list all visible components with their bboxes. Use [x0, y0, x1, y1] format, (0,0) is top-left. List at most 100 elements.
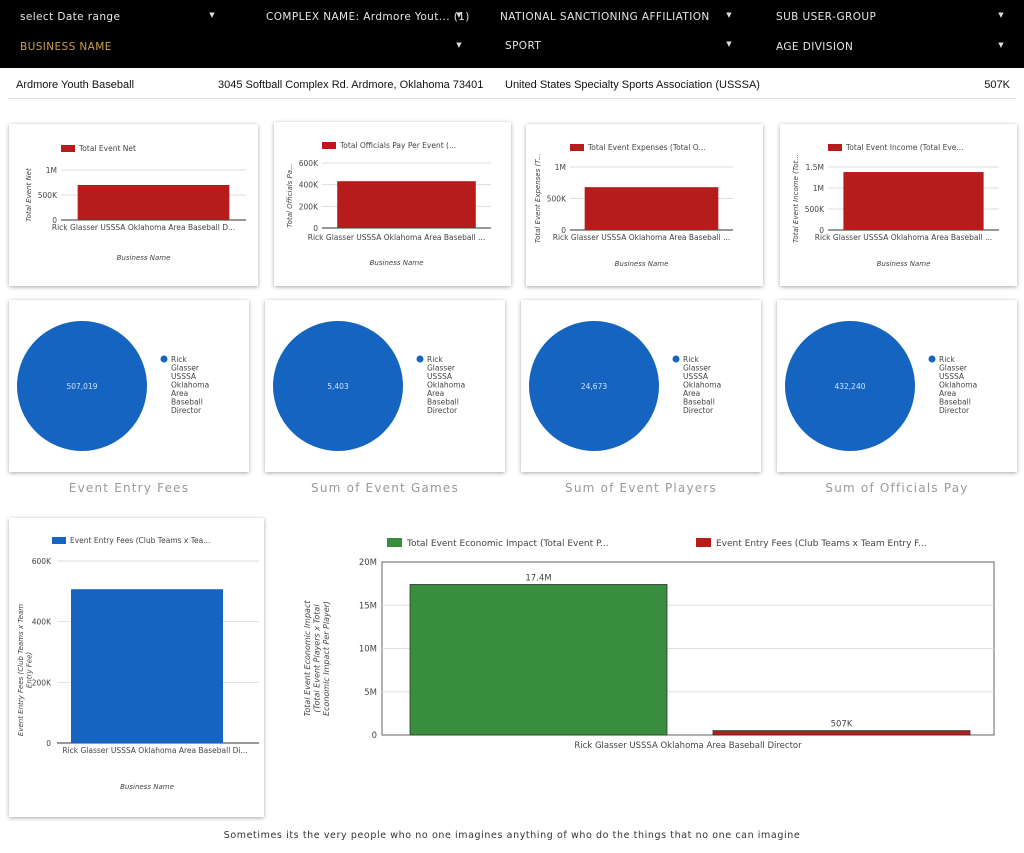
y-axis-title: Total Officials Pa...: [286, 163, 294, 228]
y-tick-label: 1.5M: [806, 163, 824, 172]
sub-user-group-filter[interactable]: SUB USER-GROUP ▼: [776, 11, 1004, 29]
pie-title-officials-pay: Sum of Officials Pay: [825, 481, 969, 495]
officials-pay-chart: Total Officials Pay Per Event (... 600K 40…: [286, 141, 491, 267]
x-tick-label: Rick Glasser USSSA Oklahoma Area Basebal…: [553, 233, 730, 242]
legend-label: Total Event Income (Total Eve...: [845, 143, 964, 152]
sub-user-group-label: SUB USER-GROUP: [776, 11, 877, 23]
legend-swatch-entry: [696, 538, 711, 547]
chevron-down-icon: ▼: [726, 40, 732, 48]
pie-title-event-games: Sum of Event Games: [311, 481, 459, 495]
legend-label: Rick Glasser USSSA Oklahoma Area Baseball Dire…: [427, 355, 465, 415]
y-tick-label: 200K: [32, 678, 52, 687]
pie-slice: [17, 321, 147, 451]
officials-pay-pie-card: 432,240 Rick Glasser USSSA Oklahoma Area Baseb…: [777, 300, 1017, 472]
officials-pay-pie: 432,240 Rick Glasser USSSA Oklahoma Area Baseb…: [785, 321, 977, 451]
legend-label: Total Event Net: [78, 144, 136, 153]
event-expenses-card: Total Event Expenses (Total O... 1M 500K 0 R…: [526, 124, 763, 286]
y-tick-label: 400K: [32, 618, 52, 627]
legend-swatch: [61, 145, 75, 152]
pie-value-label: 507,019: [66, 382, 97, 391]
chevron-down-icon: ▼: [456, 41, 462, 49]
y-tick-label: 0: [561, 226, 566, 235]
y-tick-label: 10M: [359, 645, 377, 655]
y-tick-label: 0: [372, 731, 377, 741]
y-tick-label: 200K: [299, 202, 319, 211]
x-tick-label: Rick Glasser USSSA Oklahoma Area Basebal…: [815, 233, 992, 242]
chevron-down-icon: ▼: [998, 41, 1004, 49]
bar: [584, 187, 719, 230]
pie-title-event-players: Sum of Event Players: [565, 481, 717, 495]
y-tick-label: 1M: [555, 163, 566, 172]
data-label: 17.4M: [525, 573, 551, 583]
event-players-pie: 24,673 Rick Glasser USSSA Oklahoma Area Baseba…: [529, 321, 721, 451]
entry-fees-pie-card: 507,019 Rick Glasser USSSA Oklahoma Area Baseb…: [9, 300, 249, 472]
bar: [71, 589, 223, 743]
x-tick-label: Rick Glasser USSSA Oklahoma Area Basebal…: [574, 741, 802, 751]
bar: [409, 584, 668, 736]
complex-name-filter[interactable]: COMPLEX NAME: Ardmore Yout... (1) ▼: [266, 11, 469, 29]
sport-label: SPORT: [505, 40, 542, 52]
legend-dot: [928, 355, 936, 363]
y-tick-label: 0: [313, 224, 318, 233]
total-value: 507K: [984, 79, 1010, 91]
age-division-label: AGE DIVISION: [776, 41, 854, 53]
legend-swatch: [322, 142, 336, 149]
y-tick-label: 20M: [359, 558, 377, 568]
bar: [77, 185, 230, 220]
x-axis-title: Business Name: [117, 254, 171, 262]
event-income-card: Total Event Income (Total Eve... 1.5M 1M 50…: [780, 124, 1017, 286]
pie-value-label: 432,240: [834, 382, 865, 391]
x-tick-label: Rick Glasser USSSA Oklahoma Area Basebal…: [62, 746, 247, 755]
legend-swatch: [52, 537, 66, 544]
y-tick-label: 600K: [32, 557, 52, 566]
info-bar: Ardmore Youth Baseball 3045 Softball Com…: [8, 72, 1016, 99]
date-range-filter[interactable]: select Date range ▼: [20, 11, 215, 29]
complex-address: 3045 Softball Complex Rd. Ardmore, Oklah…: [218, 79, 484, 91]
legend-swatch: [828, 144, 842, 151]
complex-name: Ardmore Youth Baseball: [16, 79, 135, 91]
sanctioning-label: NATIONAL SANCTIONING AFFILIATION: [500, 11, 710, 23]
pie-slice: [273, 321, 403, 451]
x-tick-label: Rick Glasser USSSA Oklahoma Area Basebal…: [308, 233, 485, 242]
y-axis-title: Total Event Net: [25, 168, 33, 222]
business-name-label: BUSINESS NAME: [20, 41, 112, 53]
y-tick-label: 15M: [359, 601, 377, 611]
pie-value-label: 24,673: [581, 382, 607, 391]
y-tick-label: 0: [52, 216, 57, 225]
sanctioning-filter[interactable]: NATIONAL SANCTIONING AFFILIATION ▼: [500, 11, 732, 29]
event-expenses-chart: Total Event Expenses (Total O... 1M 500K 0R…: [534, 143, 733, 268]
legend-label-impact: Total Event Economic Impact (Total Event…: [406, 539, 609, 549]
y-tick-label: 400K: [299, 181, 319, 190]
y-axis-title: Event Entry Fees (Club Teams x TeamEntry…: [17, 604, 34, 736]
age-division-filter[interactable]: AGE DIVISION ▼: [776, 41, 1004, 59]
business-name-filter[interactable]: BUSINESS NAME ▼: [20, 41, 462, 59]
pie-title-entry-fees: Event Entry Fees: [68, 481, 190, 495]
legend-label: Rick Glasser USSSA Oklahoma Area Baseball Dire…: [939, 355, 977, 415]
y-tick-label: 500K: [805, 205, 825, 214]
legend-label: Total Officials Pay Per Event (...: [339, 141, 456, 150]
entry-fees-pie: 507,019 Rick Glasser USSSA Oklahoma Area Baseb…: [17, 321, 209, 451]
date-range-label: select Date range: [20, 11, 121, 23]
legend-label: Total Event Expenses (Total O...: [587, 143, 705, 152]
legend-swatch: [570, 144, 584, 151]
legend-label: Event Entry Fees (Club Teams x Tea...: [70, 536, 210, 545]
chevron-down-icon: ▼: [456, 11, 462, 19]
pie-slice: [785, 321, 915, 451]
legend-label: Rick Glasser USSSA Oklahoma Area Baseball Dire…: [683, 355, 721, 415]
y-tick-label: 1M: [46, 166, 57, 175]
y-tick-label: 500K: [38, 191, 58, 200]
chevron-down-icon: ▼: [726, 11, 732, 19]
legend-dot: [672, 355, 680, 363]
x-axis-title: Business Name: [370, 259, 424, 267]
chevron-down-icon: ▼: [998, 11, 1004, 19]
sport-filter[interactable]: SPORT ▼: [505, 40, 732, 58]
y-axis-title: Total Event Expenses (T...: [534, 154, 542, 244]
x-axis-title: Business Name: [120, 783, 174, 791]
pie-value-label: 5,403: [327, 382, 349, 391]
y-axis-title: Total Event Economic Impact(Total Event …: [303, 600, 331, 717]
sanctioning-affiliation: United States Specialty Sports Associati…: [505, 79, 760, 91]
entry-fees-bar-card: Event Entry Fees (Club Teams x Tea... 600…: [9, 518, 264, 817]
y-tick-label: 0: [819, 226, 824, 235]
total-event-net-card: Total Event Net 1M 500K 0 Rick Glasser USSSA…: [9, 124, 258, 286]
